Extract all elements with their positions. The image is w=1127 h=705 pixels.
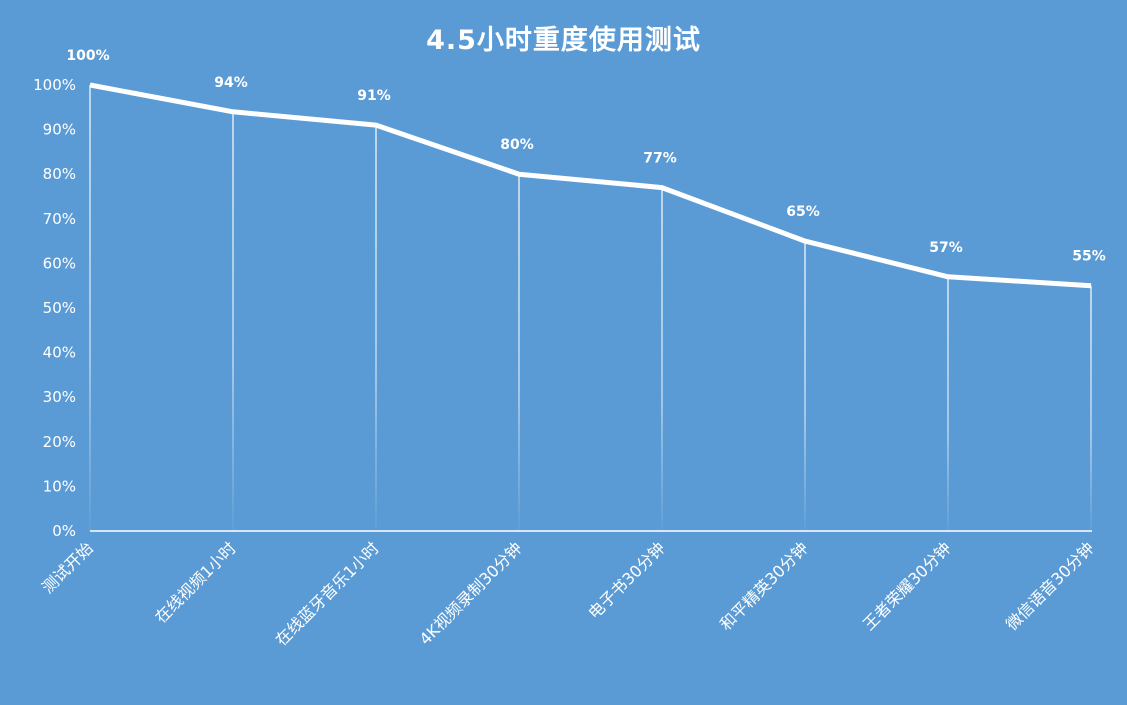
series-line xyxy=(89,82,1092,289)
data-label: 80% xyxy=(500,137,534,153)
drop-lines xyxy=(89,85,1092,531)
y-tick-label: 80% xyxy=(43,165,76,183)
y-tick-label: 50% xyxy=(43,299,76,317)
y-tick-label: 20% xyxy=(43,433,76,451)
x-tick-label: 4K视频录制30分钟 xyxy=(415,538,525,648)
x-tick-label: 在线视频1小时 xyxy=(151,538,240,627)
x-tick-label: 王者荣耀30分钟 xyxy=(859,538,955,634)
x-tick-label: 在线蓝牙音乐1小时 xyxy=(272,538,383,649)
data-label: 100% xyxy=(66,48,109,64)
data-label: 55% xyxy=(1072,249,1106,265)
x-axis-ticks: 测试开始 在线视频1小时 在线蓝牙音乐1小时 4K视频录制30分钟 电子书30分钟 和平精… xyxy=(38,538,1098,649)
drop-line xyxy=(518,174,520,531)
drop-line xyxy=(375,125,377,531)
y-tick-label: 0% xyxy=(52,522,76,540)
y-tick-label: 70% xyxy=(43,210,76,228)
data-label: 94% xyxy=(214,75,248,91)
data-label: 57% xyxy=(929,240,963,256)
data-labels: 100% 94% 91% 80% 77% 65% 57% 55% xyxy=(66,48,1105,265)
data-label: 65% xyxy=(786,204,820,220)
drop-line xyxy=(1090,285,1092,531)
drop-line xyxy=(232,111,234,531)
x-tick-label: 测试开始 xyxy=(38,538,97,597)
y-tick-label: 40% xyxy=(43,344,76,362)
drop-line xyxy=(89,85,91,531)
drop-line xyxy=(661,187,663,531)
y-tick-label: 90% xyxy=(43,121,76,139)
data-label: 91% xyxy=(357,88,391,104)
y-axis-ticks: 0% 10% 20% 30% 40% 50% 60% 70% 80% 90% 100% xyxy=(33,76,76,540)
y-tick-label: 60% xyxy=(43,254,76,272)
drop-line xyxy=(804,241,806,531)
x-tick-label: 和平精英30分钟 xyxy=(716,538,812,634)
x-tick-label: 微信语音30分钟 xyxy=(1002,538,1098,634)
y-tick-label: 10% xyxy=(43,477,76,495)
y-tick-label: 30% xyxy=(43,388,76,406)
chart-title: 4.5小时重度使用测试 xyxy=(426,25,701,56)
x-tick-label: 电子书30分钟 xyxy=(584,538,668,622)
y-tick-label: 100% xyxy=(33,76,76,94)
data-label: 77% xyxy=(643,151,677,167)
drop-line xyxy=(947,276,949,531)
